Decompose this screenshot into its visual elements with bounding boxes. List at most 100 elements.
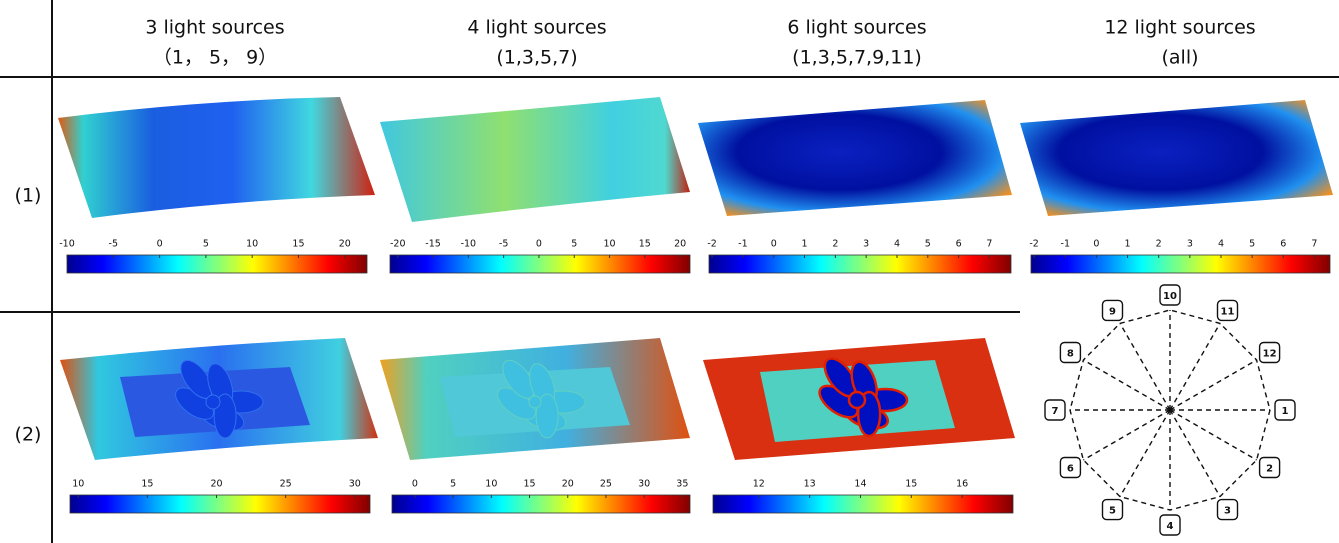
tick-label: 0 [157, 239, 163, 250]
surface-plot [58, 97, 375, 218]
tick-label: 16 [956, 479, 968, 490]
colorbar [1031, 255, 1330, 273]
colorbar [70, 495, 370, 513]
tick-label: 3 [1187, 239, 1193, 250]
tick-label: 25 [600, 479, 612, 490]
tick-label: 5 [571, 239, 577, 250]
tick-label: -5 [109, 239, 118, 250]
tick-label: 0 [771, 239, 777, 250]
tick-label: 1 [802, 239, 808, 250]
flower-center [849, 392, 865, 408]
column-title: 3 light sources [145, 17, 284, 39]
tick-label: 15 [905, 479, 917, 490]
tick-label: 6 [1280, 239, 1286, 250]
tick-label: 5 [1249, 239, 1255, 250]
light-diagram [1070, 310, 1270, 510]
tick-label: 5 [203, 239, 209, 250]
tick-label: 12 [753, 479, 765, 490]
source-label: 12 [1263, 349, 1277, 360]
tick-label: 4 [1218, 239, 1224, 250]
tick-label: 2 [1156, 239, 1162, 250]
column-title: 4 light sources [467, 17, 606, 39]
tick-label: 1 [1125, 239, 1131, 250]
spoke [1170, 323, 1220, 410]
source-label: 4 [1167, 521, 1174, 532]
tick-label: 20 [562, 479, 574, 490]
tick-label: 15 [523, 479, 535, 490]
source-label: 9 [1109, 306, 1116, 317]
column-subtitle: （1， 5， 9） [153, 47, 277, 69]
surface-plot [1020, 100, 1333, 216]
source-label: 8 [1067, 349, 1074, 360]
source-label: 3 [1224, 506, 1231, 517]
tick-label: 13 [804, 479, 816, 490]
tick-label: -1 [738, 239, 747, 250]
tick-label: 10 [72, 479, 84, 490]
tick-label: 15 [141, 479, 153, 490]
column-subtitle: (1,3,5,7,9,11) [792, 47, 922, 69]
spoke [1083, 410, 1170, 460]
spoke [1170, 410, 1220, 497]
tick-label: 30 [638, 479, 650, 490]
column-title: 6 light sources [787, 17, 926, 39]
column-subtitle: (1,3,5,7) [496, 47, 577, 69]
tick-label: 25 [280, 479, 292, 490]
colorbar [67, 255, 367, 273]
column-title: 12 light sources [1104, 17, 1255, 39]
colorbar [713, 495, 1013, 513]
tick-label: 20 [210, 479, 222, 490]
source-label: 11 [1221, 306, 1235, 317]
tick-label: 0 [1093, 239, 1099, 250]
surface-plot [380, 97, 690, 222]
surfaces [58, 97, 1333, 460]
tick-label: -5 [499, 239, 508, 250]
spoke [1170, 360, 1257, 410]
tick-label: 20 [674, 239, 686, 250]
spoke [1120, 410, 1170, 497]
tick-label: -2 [1029, 239, 1038, 250]
tick-label: -2 [707, 239, 716, 250]
tick-label: 20 [339, 239, 351, 250]
tick-label: 10 [246, 239, 258, 250]
colorbar [392, 495, 690, 513]
tick-label: 30 [349, 479, 361, 490]
tick-label: 35 [676, 479, 688, 490]
source-label: 1 [1282, 406, 1289, 417]
source-label: 2 [1266, 464, 1273, 475]
surface-plot [698, 100, 1012, 216]
tick-label: 5 [925, 239, 931, 250]
tick-label: 5 [450, 479, 456, 490]
row-label: (1) [15, 185, 42, 207]
tick-label: 6 [956, 239, 962, 250]
tick-label: 15 [639, 239, 651, 250]
tick-label: 7 [1311, 239, 1317, 250]
spoke [1083, 360, 1170, 410]
tick-label: -20 [390, 239, 406, 250]
tick-label: -10 [461, 239, 477, 250]
tick-label: -1 [1061, 239, 1070, 250]
flower-center [206, 395, 220, 409]
tick-label: 4 [894, 239, 900, 250]
column-subtitle: (all) [1161, 47, 1198, 69]
figure: 3 light sources （1， 5， 9） 4 light sources (… [0, 0, 1339, 543]
tick-label: 0 [536, 239, 542, 250]
spoke [1120, 323, 1170, 410]
source-label: 7 [1052, 406, 1059, 417]
tick-label: 15 [292, 239, 304, 250]
tick-label: 0 [412, 479, 418, 490]
source-label: 5 [1109, 506, 1116, 517]
spoke [1170, 410, 1257, 460]
tick-label: -10 [59, 239, 75, 250]
tick-label: -15 [425, 239, 441, 250]
tick-label: 7 [986, 239, 992, 250]
tick-label: 10 [485, 479, 497, 490]
tick-label: 2 [832, 239, 838, 250]
colorbar [709, 255, 1011, 273]
source-label: 10 [1163, 291, 1177, 302]
source-label: 6 [1067, 464, 1074, 475]
tick-label: 3 [863, 239, 869, 250]
tick-label: 14 [854, 479, 866, 490]
tick-label: 10 [603, 239, 615, 250]
flower-center [529, 396, 541, 408]
row-label: (2) [15, 424, 42, 446]
